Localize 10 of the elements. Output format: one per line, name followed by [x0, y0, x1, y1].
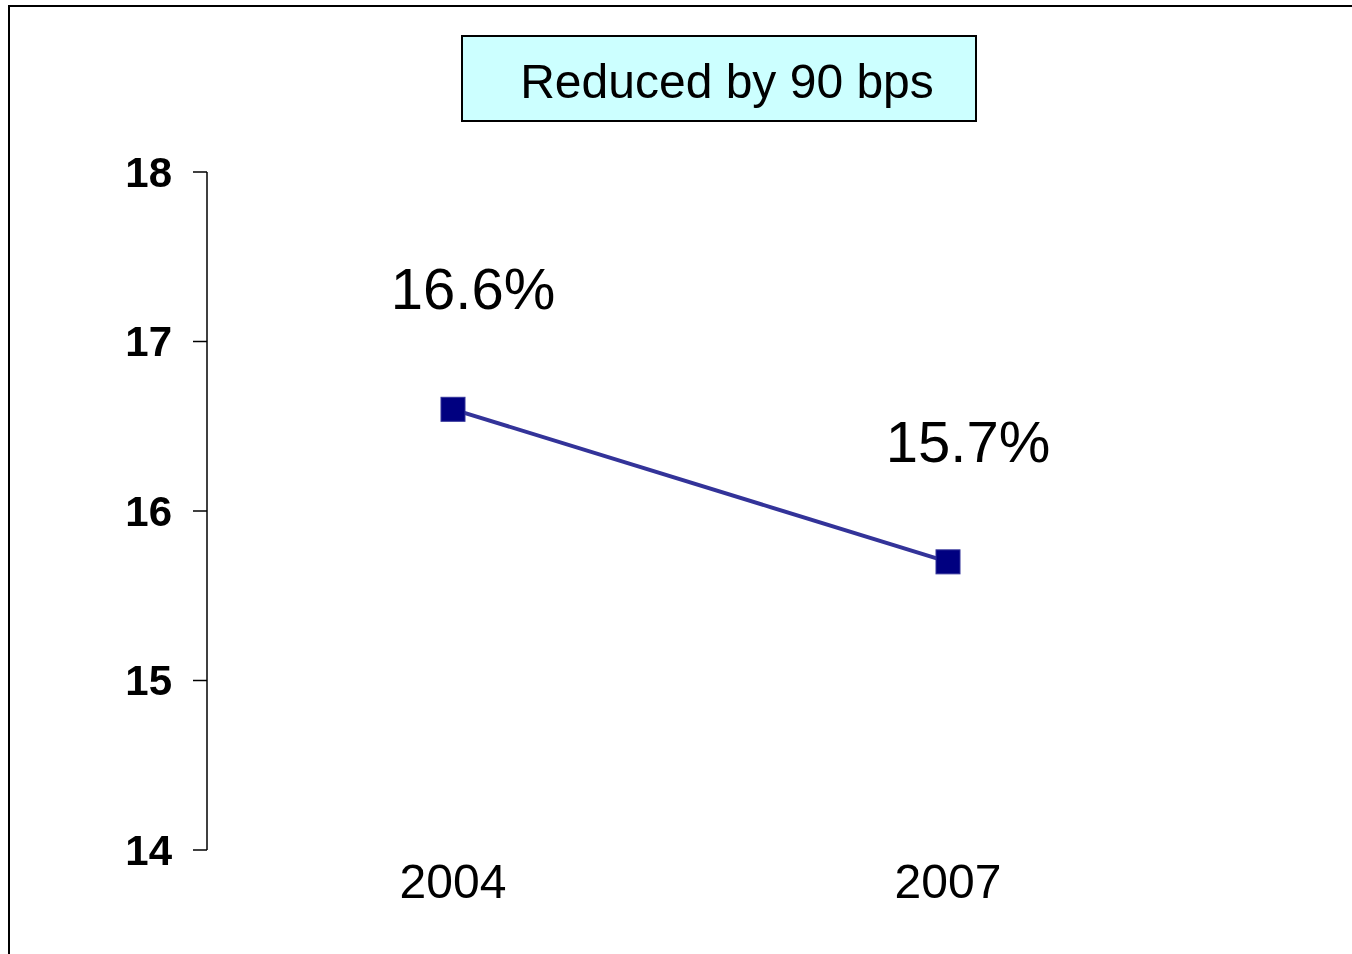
- data-label: 15.7%: [885, 408, 1051, 474]
- data-label: 16.6%: [390, 256, 556, 322]
- y-tick-label: 16: [125, 487, 172, 535]
- y-tick-label: 15: [125, 657, 172, 705]
- x-tick-label: 2007: [894, 855, 1002, 908]
- chart-title: Reduced by 90 bps: [520, 55, 934, 108]
- y-tick-label: 14: [125, 826, 173, 874]
- y-tick-label: 17: [125, 318, 172, 366]
- y-tick-label: 18: [125, 148, 172, 196]
- x-tick-label: 2004: [399, 855, 507, 908]
